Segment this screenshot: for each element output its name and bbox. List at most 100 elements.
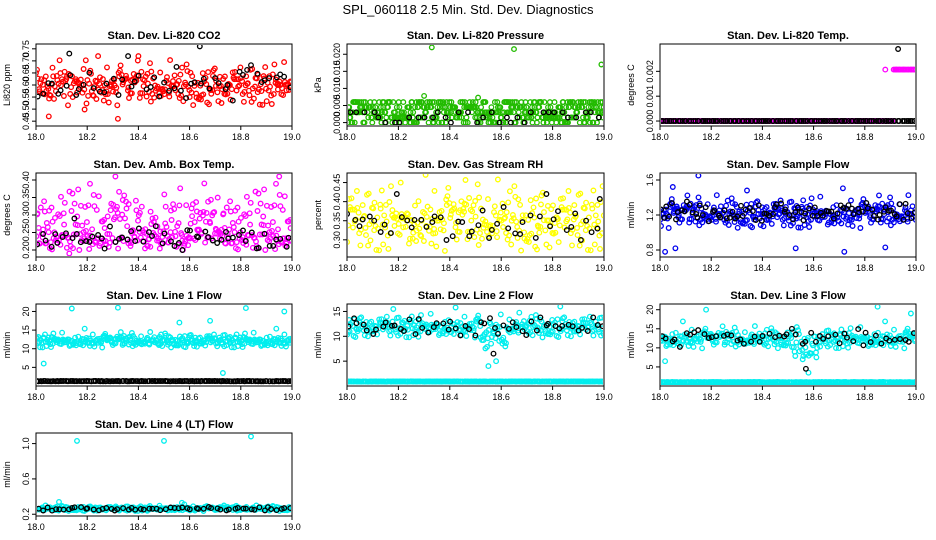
data-point-primary xyxy=(533,109,540,116)
data-point-primary xyxy=(202,342,209,349)
data-point-primary xyxy=(535,223,542,230)
data-point-primary xyxy=(218,100,225,106)
data-point-primary xyxy=(280,92,287,99)
y-tick-label: 0.005 xyxy=(332,94,342,117)
data-point-secondary xyxy=(778,200,785,207)
data-point-primary xyxy=(493,228,500,235)
y-tick-label: 0.30 xyxy=(21,206,31,224)
data-point-secondary xyxy=(220,378,227,385)
data-point-primary xyxy=(239,78,246,85)
data-point-primary xyxy=(83,219,90,226)
data-point-primary xyxy=(348,109,351,116)
data-point-primary xyxy=(406,104,413,111)
data-point-secondary xyxy=(472,332,479,339)
data-point-primary xyxy=(85,202,92,209)
data-point-primary xyxy=(128,330,135,336)
data-point-secondary xyxy=(208,505,215,512)
data-point-primary xyxy=(537,223,544,230)
data-point-primary xyxy=(40,360,47,367)
data-point-primary xyxy=(506,316,513,323)
data-point-primary xyxy=(554,316,561,323)
data-point-primary xyxy=(393,104,400,111)
data-point-primary xyxy=(37,75,41,82)
data-point-secondary xyxy=(897,336,903,342)
x-tick-label: 18.6 xyxy=(181,263,199,273)
data-point-primary xyxy=(102,330,109,337)
data-point-secondary xyxy=(695,118,702,124)
data-point-primary xyxy=(175,220,182,227)
data-point-primary xyxy=(404,210,410,217)
data-point-primary xyxy=(561,314,568,321)
data-point-secondary xyxy=(128,228,135,235)
data-point-primary xyxy=(233,239,240,246)
data-point-primary xyxy=(804,334,811,341)
data-point-primary xyxy=(45,229,52,236)
data-point-primary xyxy=(426,223,433,230)
data-point-primary xyxy=(147,60,153,67)
data-point-primary xyxy=(695,174,702,179)
data-point-primary xyxy=(176,319,183,326)
points-layer xyxy=(37,434,291,514)
data-point-primary xyxy=(271,202,278,209)
x-tick-label: 18.4 xyxy=(754,132,772,142)
data-point-primary xyxy=(285,218,291,225)
data-point-secondary xyxy=(83,238,90,245)
data-point-secondary xyxy=(244,66,251,73)
data-point-secondary xyxy=(888,118,895,124)
data-point-secondary xyxy=(543,191,550,197)
data-point-primary xyxy=(517,201,524,208)
data-point-primary xyxy=(600,330,603,337)
data-point-secondary xyxy=(462,323,469,329)
data-point-secondary xyxy=(406,114,413,121)
data-point-primary xyxy=(886,215,893,222)
data-point-secondary xyxy=(596,196,603,202)
data-point-secondary xyxy=(206,85,213,92)
data-point-secondary xyxy=(285,234,291,241)
data-point-primary xyxy=(506,232,513,239)
data-point-primary xyxy=(800,197,807,204)
data-point-secondary xyxy=(89,233,96,240)
data-point-primary xyxy=(99,344,106,351)
data-point-secondary xyxy=(693,211,700,217)
data-point-primary xyxy=(99,76,106,83)
data-point-secondary xyxy=(200,75,207,82)
data-point-primary xyxy=(713,192,720,199)
data-point-secondary xyxy=(234,504,241,511)
data-point-primary xyxy=(147,208,154,215)
data-point-primary xyxy=(511,46,517,53)
y-tick-label: 5 xyxy=(21,365,31,370)
data-point-primary xyxy=(795,331,802,338)
x-tick-label: 19.0 xyxy=(595,263,613,273)
data-point-primary xyxy=(547,104,554,111)
data-point-primary xyxy=(907,310,914,317)
data-point-primary xyxy=(440,99,447,106)
data-point-secondary xyxy=(95,232,102,238)
data-point-primary xyxy=(529,332,536,339)
data-point-secondary xyxy=(676,343,683,350)
data-point-primary xyxy=(555,239,562,246)
data-point-primary xyxy=(802,344,809,351)
data-point-secondary xyxy=(119,234,126,241)
data-point-secondary xyxy=(225,506,232,513)
data-point-secondary xyxy=(729,208,736,215)
data-point-secondary xyxy=(114,506,121,513)
data-point-primary xyxy=(70,245,76,252)
data-point-primary xyxy=(565,188,572,194)
data-point-primary xyxy=(400,99,407,106)
data-point-primary xyxy=(61,199,68,206)
data-point-primary xyxy=(450,331,457,337)
data-point-primary xyxy=(93,206,100,213)
data-point-primary xyxy=(402,223,409,230)
data-point-primary xyxy=(395,220,402,227)
data-point-primary xyxy=(189,73,196,80)
data-point-primary xyxy=(509,212,516,218)
data-point-primary xyxy=(488,340,495,347)
data-point-primary xyxy=(560,195,567,202)
data-point-secondary xyxy=(361,109,368,116)
data-point-primary xyxy=(51,95,57,102)
data-point-secondary xyxy=(474,119,481,125)
data-point-primary xyxy=(38,76,45,83)
plot-frame xyxy=(346,303,605,387)
data-point-primary xyxy=(147,329,154,335)
data-point-secondary xyxy=(869,206,876,213)
